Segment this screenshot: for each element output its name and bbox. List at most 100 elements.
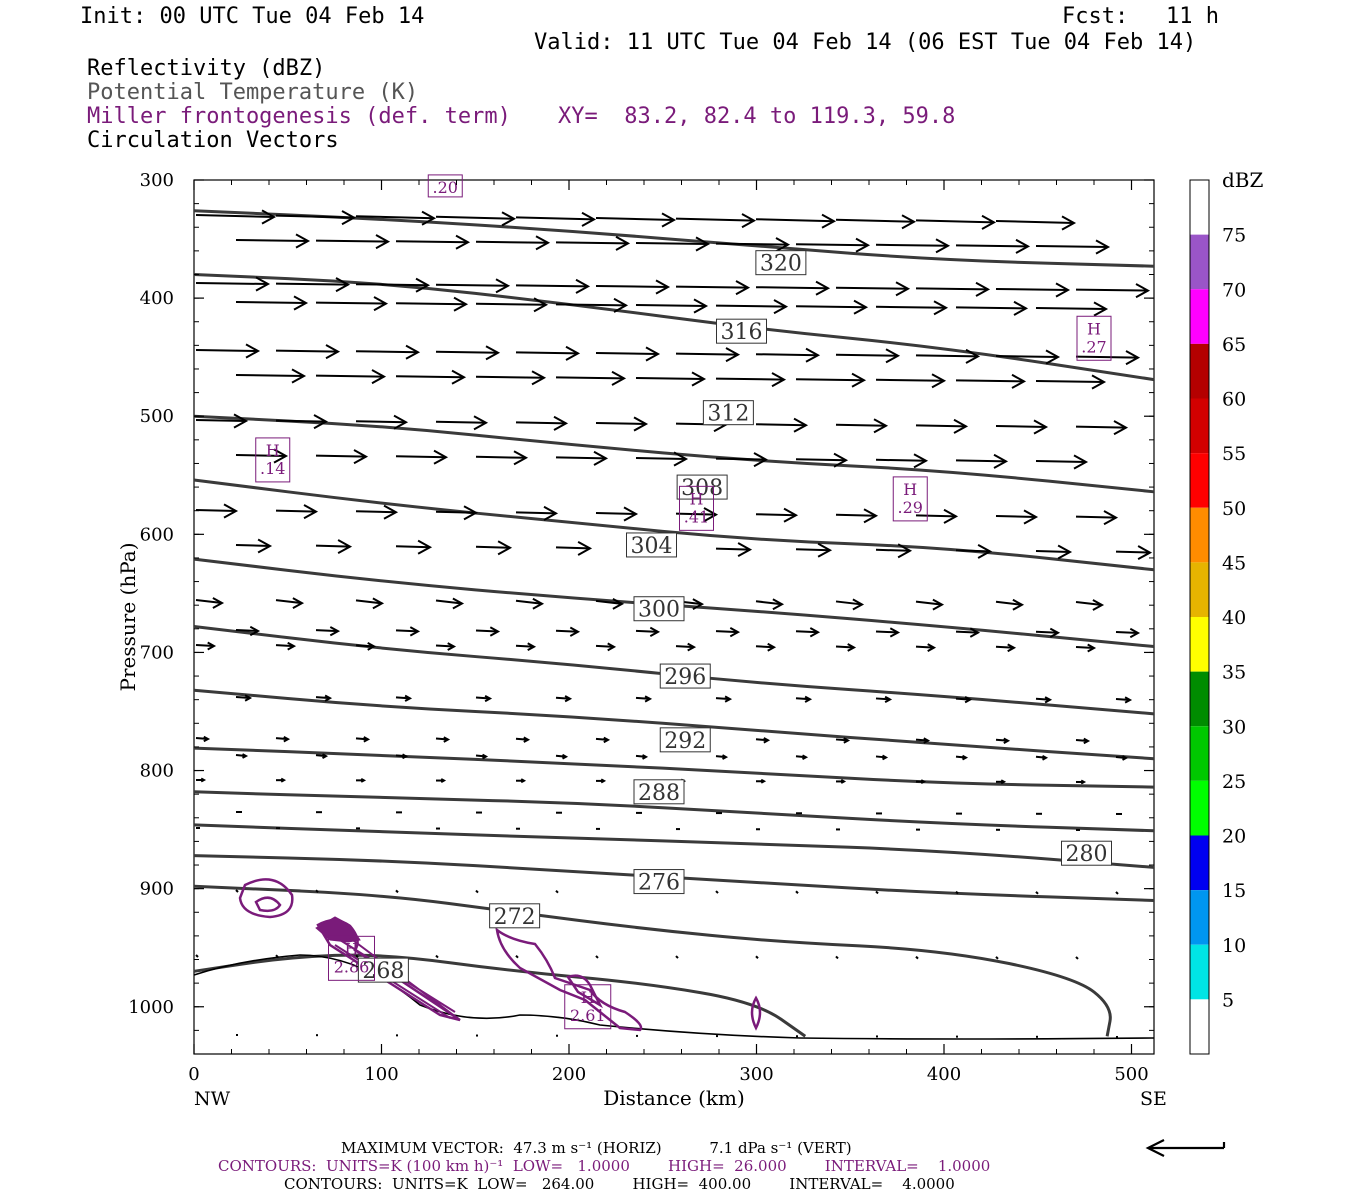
colorbar-segment (1190, 507, 1209, 563)
circulation-vector-head (212, 597, 225, 609)
frontogenesis-contour (254, 896, 282, 913)
circulation-vector-head (533, 297, 549, 313)
circulation-vector-head (553, 415, 569, 431)
circulation-vector (395, 302, 467, 306)
circulation-vector (195, 509, 237, 512)
circulation-vector (555, 629, 579, 633)
theta-label-box-268 (357, 957, 409, 983)
theta-contour-268 (193, 953, 807, 1038)
circulation-vector-head (562, 753, 569, 760)
circulation-vector-head (577, 540, 593, 556)
circulation-vector (235, 301, 307, 304)
field-miller: Miller frontogenesis (def. term) (87, 104, 511, 129)
circulation-vector (755, 423, 807, 427)
circulation-vector (395, 240, 469, 244)
circulation-vector (995, 600, 1023, 606)
circulation-vector-head (203, 735, 211, 743)
circulation-vector (995, 355, 1059, 358)
circulation-vector-head (600, 778, 607, 784)
circulation-vector-head (975, 281, 991, 297)
circulation-vector-head (993, 453, 1009, 469)
forecast-hour: 11 h (1166, 4, 1219, 29)
circulation-vector (1075, 515, 1117, 519)
circulation-vector-head (1007, 643, 1017, 653)
circulation-vector-head (569, 626, 581, 637)
circulation-vector-head (233, 413, 249, 429)
theta-label-box-316 (716, 318, 767, 344)
circulation-vector (275, 349, 339, 353)
theta-contour-272 (193, 884, 1112, 1037)
circulation-vector-head (405, 344, 421, 360)
circulation-vector-head (451, 369, 467, 385)
frontogenesis-contour-info: CONTOURS: UNITS=K (100 km h)⁻¹ LOW= 1.00… (218, 1157, 991, 1175)
circulation-vector-head (495, 278, 511, 294)
circulation-vector (1115, 550, 1151, 554)
x-tick-label: 300 (739, 1064, 773, 1085)
circulation-vector-head (655, 279, 671, 295)
terrain-line (193, 954, 1155, 1040)
circulation-vector-head (615, 235, 631, 251)
circulation-vector (915, 600, 943, 606)
circulation-vector-head (981, 214, 997, 230)
circulation-vector-head (873, 418, 889, 434)
circulation-vector-head (280, 777, 287, 783)
circulation-vector (315, 889, 319, 893)
circulation-vector (235, 374, 305, 377)
circulation-vector-head (371, 369, 387, 385)
circulation-vector-head (393, 414, 409, 430)
circulation-vector-head (804, 695, 813, 703)
circulation-vector-head (851, 372, 867, 388)
circulation-vector-head (644, 695, 653, 703)
max-label-box (427, 174, 463, 198)
circulation-vector-head (809, 627, 821, 638)
reference-vector (1145, 1139, 1226, 1157)
circulation-vector (595, 217, 675, 221)
max-label: .27 (1081, 337, 1106, 356)
theta-label-box-304 (626, 532, 677, 558)
theta-label-box-272 (489, 903, 541, 929)
circulation-vector (875, 458, 927, 462)
circulation-vector-head (527, 642, 537, 652)
theta-label-300: 300 (638, 598, 680, 623)
circulation-vector-head (295, 233, 311, 249)
circulation-vector (1035, 245, 1109, 248)
circulation-vector (675, 352, 739, 356)
max-label: 2.86 (334, 957, 370, 976)
colorbar-label: 40 (1222, 607, 1246, 629)
circulation-vector-head (687, 642, 697, 652)
circulation-vector-head (207, 641, 217, 651)
circulation-vector-head (329, 626, 341, 637)
circulation-vector-head (440, 778, 447, 783)
circulation-vector-head (884, 695, 893, 704)
max-vector-info: MAXIMUM VECTOR: 47.3 m s⁻¹ (HORIZ) 7.1 d… (341, 1139, 852, 1157)
circulation-vector-head (817, 542, 833, 558)
max-label-box (564, 984, 612, 1030)
circulation-vector-head (724, 695, 733, 703)
circulation-vector-head (324, 694, 333, 702)
colorbar-label: 30 (1222, 716, 1246, 738)
theta-label-box-296 (659, 663, 711, 689)
circulation-vector-head (729, 626, 741, 638)
colorbar-segment (1190, 835, 1209, 891)
circulation-vector (755, 286, 829, 290)
circulation-vector-head (1087, 643, 1097, 653)
circulation-vector-head (913, 453, 929, 469)
circulation-vector-head (335, 277, 351, 293)
colorbar-segment (1190, 617, 1209, 672)
circulation-vector-head (642, 754, 649, 760)
circulation-vector (195, 349, 259, 352)
max-label: .41 (684, 507, 709, 526)
circulation-vector-head (645, 346, 661, 362)
circulation-vector (515, 644, 535, 648)
circulation-vector-head (703, 507, 719, 523)
circulation-vector-head (932, 598, 945, 611)
circulation-vector-head (895, 281, 911, 297)
circulation-vector-head (497, 540, 513, 556)
theta-label-316: 316 (721, 320, 763, 345)
circulation-vector-head (257, 538, 273, 554)
theta-contour-288 (193, 790, 1155, 833)
circulation-vector (1035, 307, 1107, 310)
circulation-vector-head (933, 300, 949, 316)
circulation-vector (595, 599, 623, 605)
circulation-vector (395, 455, 447, 459)
